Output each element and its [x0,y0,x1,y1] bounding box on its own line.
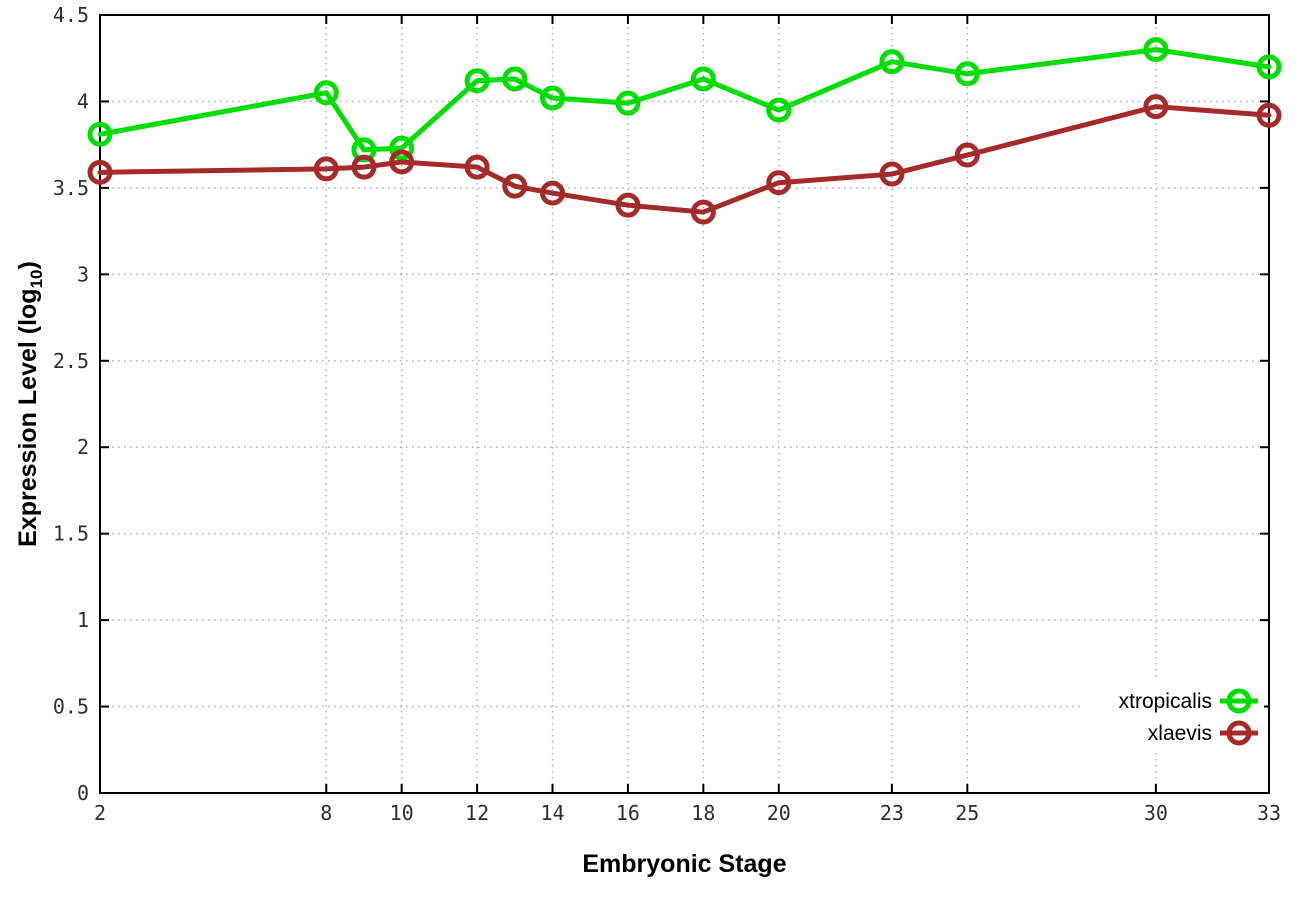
legend-item-xtropicalis: xtropicalis [1119,688,1258,714]
data-point-xlaevis [389,149,415,175]
plot-border [99,14,1270,794]
data-point-xtropicalis [313,80,339,106]
data-point-xlaevis [766,170,792,196]
data-point-xlaevis [313,156,339,182]
data-point-xtropicalis [502,66,528,92]
x-tick-label: 8 [320,801,332,825]
y-tick-label: 2 [77,435,89,459]
data-point-xtropicalis [1256,54,1282,80]
data-point-xtropicalis [87,121,113,147]
x-tick-label: 2 [94,801,106,825]
data-point-xtropicalis [690,66,716,92]
data-point-xlaevis [351,154,377,180]
y-tick-label: 0.5 [53,695,89,719]
y-tick-labels: 0 0.5 1 1.5 2 2.5 3 3.5 4 4.5 [53,3,89,805]
data-point-xlaevis [1143,94,1169,120]
data-point-xlaevis [615,192,641,218]
legend-label-xlaevis: xlaevis [1148,722,1212,745]
y-tick-label: 1.5 [53,522,89,546]
series-line-xtropicalis [97,47,1272,153]
y-tick-label: 2.5 [53,349,89,373]
data-point-xlaevis [1256,102,1282,128]
x-tick-label: 30 [1144,801,1168,825]
data-point-xtropicalis [615,90,641,116]
data-point-xlaevis [464,154,490,180]
x-tick-label: 25 [955,801,979,825]
data-point-xtropicalis [954,61,980,87]
y-tick-label: 0 [77,781,89,805]
y-axis-title: Expression Level (log10) [14,261,46,547]
data-point-xlaevis [540,180,566,206]
data-point-xtropicalis [351,137,377,163]
y-tick-label: 4 [77,89,89,113]
legend-item-xlaevis: xlaevis [1148,720,1258,746]
data-point-xlaevis [879,161,905,187]
x-tick-label: 10 [390,801,414,825]
x-tick-label: 18 [691,801,715,825]
tick-marks [99,14,1270,794]
legend-label-xtropicalis: xtropicalis [1119,690,1212,713]
data-point-xtropicalis [879,49,905,75]
x-tick-label: 20 [767,801,791,825]
series-xtropicalis [87,37,1282,163]
data-point-xtropicalis [540,85,566,111]
series-line-xlaevis [97,104,1272,215]
y-tick-label: 3.5 [53,176,89,200]
x-tick-label: 12 [465,801,489,825]
data-point-xlaevis [87,159,113,185]
series-xlaevis [87,94,1282,225]
y-tick-label: 3 [77,262,89,286]
x-tick-labels: 2 8 10 12 14 16 18 20 23 25 30 33 [94,801,1281,825]
data-point-xlaevis [502,173,528,199]
x-tick-label: 16 [616,801,640,825]
data-point-xtropicalis [1143,37,1169,63]
data-point-xlaevis [954,142,980,168]
x-tick-label: 14 [540,801,564,825]
data-point-xlaevis [690,199,716,225]
legend: xtropicalis xlaevis [1082,681,1264,749]
x-axis-title: Embryonic Stage [582,850,786,878]
data-point-xtropicalis [389,135,415,161]
data-point-xtropicalis [464,68,490,94]
x-tick-label: 23 [880,801,904,825]
legend-marker-sample [1226,720,1252,746]
y-tick-label: 1 [77,608,89,632]
x-tick-label: 33 [1257,801,1281,825]
y-tick-label: 4.5 [53,3,89,27]
data-point-xtropicalis [766,97,792,123]
legend-marker-sample [1226,688,1252,714]
